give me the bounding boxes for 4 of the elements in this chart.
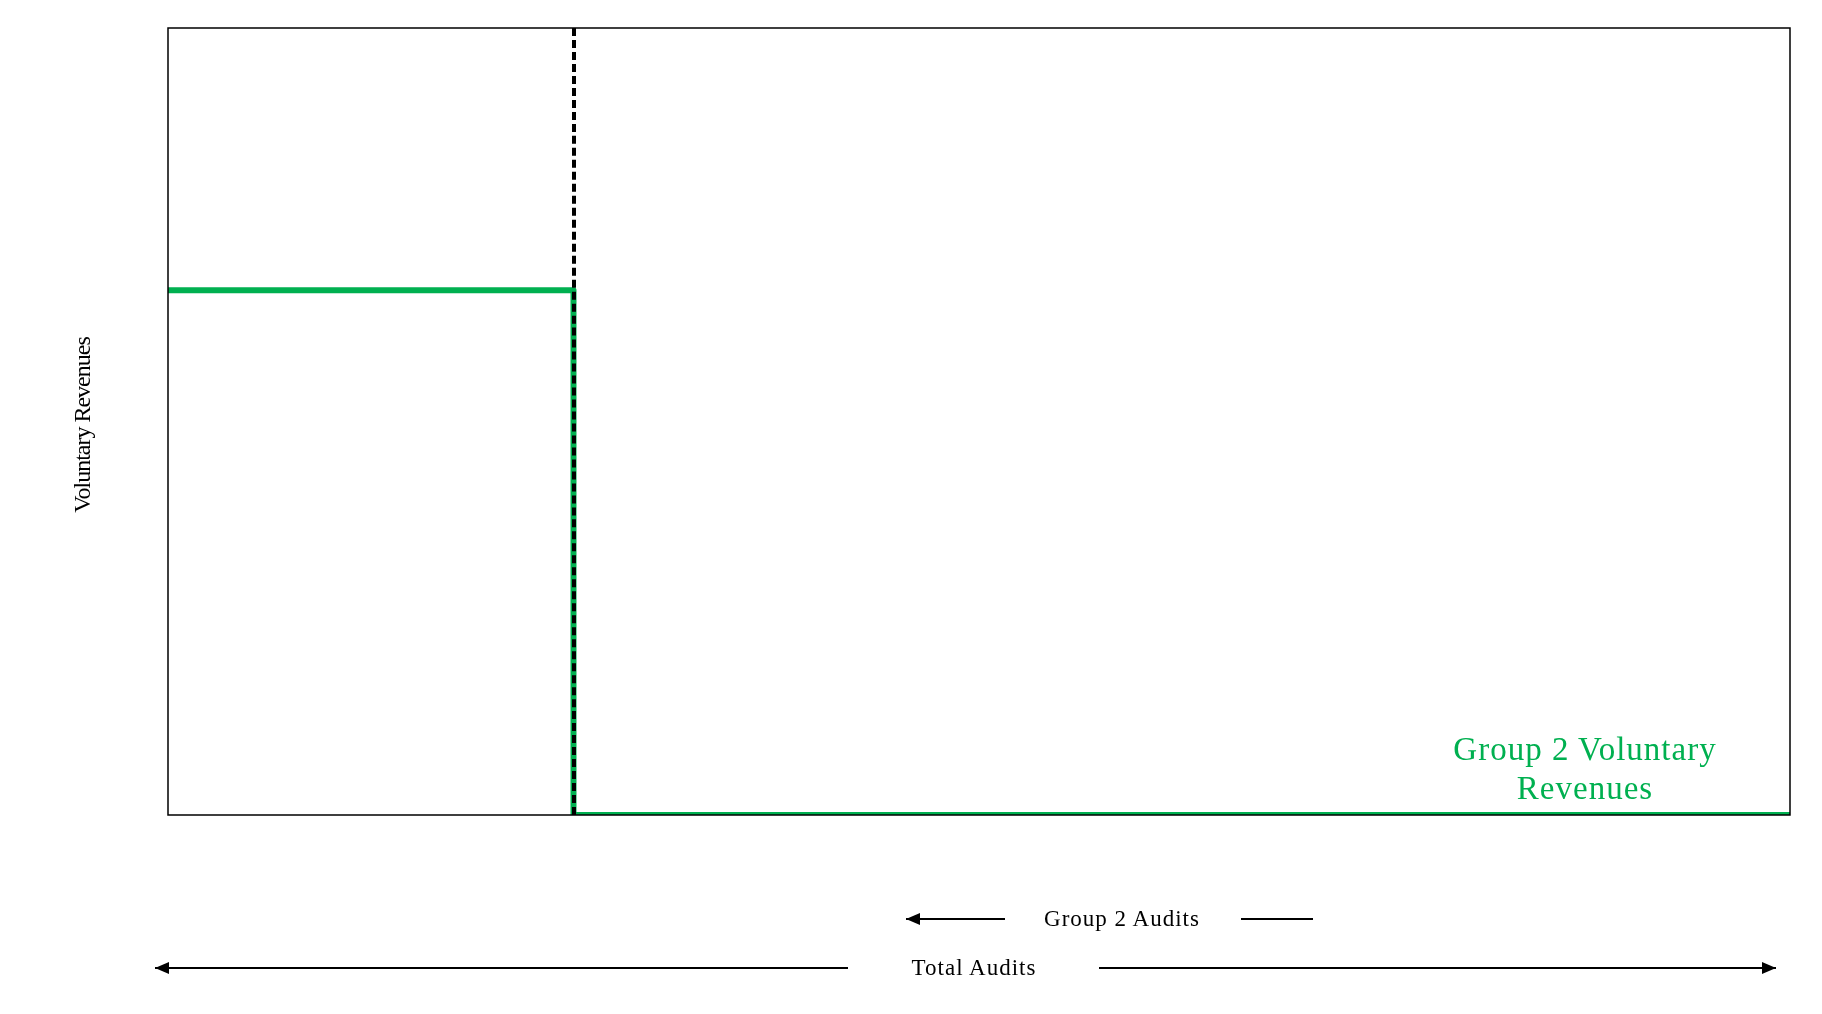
text: Group 2 Audits xyxy=(1044,906,1200,932)
series-label: Group 2 Voluntary Revenues xyxy=(1452,730,1718,808)
y-axis-title: Voluntary Revenues xyxy=(68,337,96,513)
text: Total Audits xyxy=(911,955,1037,981)
